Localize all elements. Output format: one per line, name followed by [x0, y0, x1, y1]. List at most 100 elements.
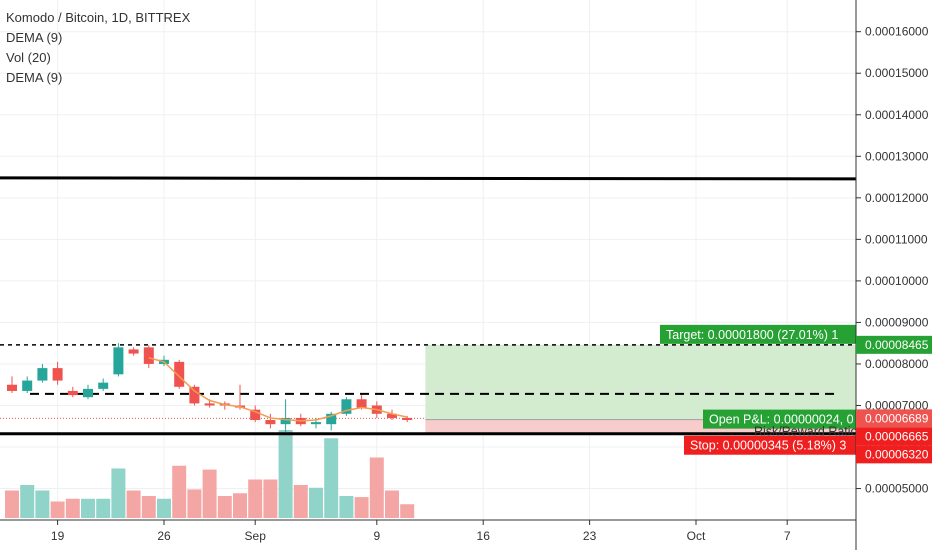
candle-body	[311, 422, 321, 425]
y-tick-label: 0.00012000	[865, 191, 929, 205]
open-pl-label: Open P&L: 0.00000024, 0	[709, 413, 854, 427]
resistance-line[interactable]	[0, 176, 857, 181]
volume-bar	[400, 504, 415, 518]
candle-body	[280, 417, 291, 425]
candle-body	[356, 399, 367, 408]
candle-body	[387, 413, 397, 418]
position-zones	[425, 344, 856, 434]
candle-body	[37, 368, 48, 381]
target-label-box[interactable]	[660, 324, 856, 344]
target-label: Target: 0.00001800 (27.01%) 1	[666, 328, 838, 342]
y-tick-label: 0.00011000	[865, 232, 928, 246]
price-tag-last-bg	[856, 409, 932, 428]
volume-bar	[354, 497, 369, 518]
y-tick-label: 0.00016000	[865, 25, 929, 39]
volume-bar	[309, 487, 323, 518]
dema-line	[148, 357, 408, 422]
volume-bar	[111, 468, 126, 518]
x-tick-label: 26	[157, 529, 171, 543]
volume-bars	[5, 430, 415, 518]
y-tick-label: 0.00013000	[865, 149, 929, 163]
candle-body	[402, 417, 413, 421]
volume-bar	[248, 479, 263, 518]
candle-body	[326, 413, 337, 425]
candle-body	[189, 386, 200, 404]
y-tick-label: 0.00005000	[865, 482, 929, 496]
x-axis-panel	[0, 520, 856, 550]
volume-bar	[126, 490, 141, 518]
volume-bar	[20, 485, 35, 518]
y-tick-label: 0.00015000	[865, 66, 929, 80]
stop-label-box[interactable]	[684, 435, 856, 455]
price-tag-target-bg	[856, 335, 932, 354]
candle-body	[113, 347, 124, 375]
volume-bar	[141, 496, 156, 518]
volume-bar	[65, 498, 80, 518]
price-tag-stop: 0.00006320	[865, 447, 929, 461]
volume-bar	[81, 498, 95, 518]
x-tick-label: 9	[373, 529, 380, 543]
horizontal-lines[interactable]	[0, 176, 857, 436]
price-tag-target: 0.00008465	[865, 338, 929, 352]
candle-body	[265, 420, 276, 425]
candle-body	[83, 388, 93, 398]
x-tick-label: 23	[583, 529, 597, 543]
volume-bar	[157, 498, 171, 518]
y-tick-label: 0.00014000	[865, 108, 929, 122]
x-tick-label: 7	[784, 529, 791, 543]
candle-body	[250, 409, 261, 421]
volume-bar	[5, 490, 19, 518]
open-pl-box[interactable]	[703, 409, 856, 429]
legend-dema-2[interactable]: DEMA (9)	[6, 70, 63, 85]
legend-volume[interactable]: Vol (20)	[6, 50, 51, 65]
volume-bar	[50, 501, 65, 518]
legend-dema-1[interactable]: DEMA (9)	[6, 30, 63, 45]
volume-bar	[293, 485, 308, 518]
price-tag-last: 0.00006689	[865, 411, 929, 425]
price-tags: 0.00008465 0.00006689 0.00006665 0.00006320	[856, 335, 932, 464]
chart-legend: Komodo / Bitcoin, 1D, BITTREX DEMA (9) V…	[6, 8, 190, 88]
candle-body	[174, 361, 185, 387]
y-tick-label: 0.00008000	[865, 357, 929, 371]
volume-bar	[96, 498, 111, 518]
candle-body	[341, 399, 352, 414]
candle-body	[204, 403, 215, 406]
candle-body	[67, 390, 78, 396]
risk-reward-label: Risk/Reward Ratio	[754, 425, 858, 439]
volume-bar	[385, 490, 399, 518]
price-tag-entry: 0.00006665	[865, 429, 929, 443]
price-tag-entry-bg	[856, 427, 932, 446]
x-tick-label: Sep	[245, 529, 267, 543]
candlesticks	[7, 343, 413, 433]
volume-bar	[339, 496, 354, 518]
candle-body	[98, 382, 109, 389]
volume-bar	[233, 493, 247, 518]
volume-bar	[217, 496, 232, 518]
x-tick-label: 16	[477, 529, 491, 543]
candle-body	[22, 380, 33, 391]
stop-label: Stop: 0.00000345 (5.18%) 3	[690, 439, 846, 453]
volume-bar	[187, 489, 202, 518]
candle-body	[128, 349, 139, 354]
profit-zone	[425, 344, 856, 420]
volume-bar	[35, 490, 50, 518]
candle-body	[7, 384, 17, 391]
price-tag-stop-bg	[856, 445, 932, 464]
x-tick-label: Oct	[687, 529, 706, 543]
y-tick-label: 0.00007000	[865, 398, 929, 412]
volume-bar	[369, 457, 384, 518]
candle-body	[143, 347, 154, 364]
y-tick-label: 0.00010000	[865, 274, 929, 288]
volume-bar	[263, 479, 278, 518]
volume-bar	[324, 438, 339, 518]
volume-bar	[172, 465, 187, 518]
volume-bar	[278, 430, 293, 518]
dema-series	[148, 357, 408, 422]
legend-symbol[interactable]: Komodo / Bitcoin, 1D, BITTREX	[6, 10, 191, 25]
x-tick-label: 19	[51, 529, 65, 543]
candle-body	[52, 368, 63, 381]
y-tick-label: 0.00009000	[865, 315, 929, 329]
volume-bar	[202, 469, 217, 518]
position-labels[interactable]: Target: 0.00001800 (27.01%) 1 Open P&L: 0…	[660, 324, 858, 455]
